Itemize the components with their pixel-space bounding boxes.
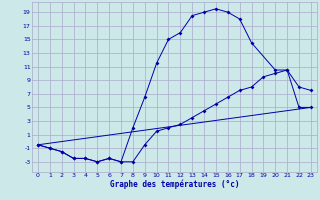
X-axis label: Graphe des températures (°c): Graphe des températures (°c) xyxy=(110,180,239,189)
